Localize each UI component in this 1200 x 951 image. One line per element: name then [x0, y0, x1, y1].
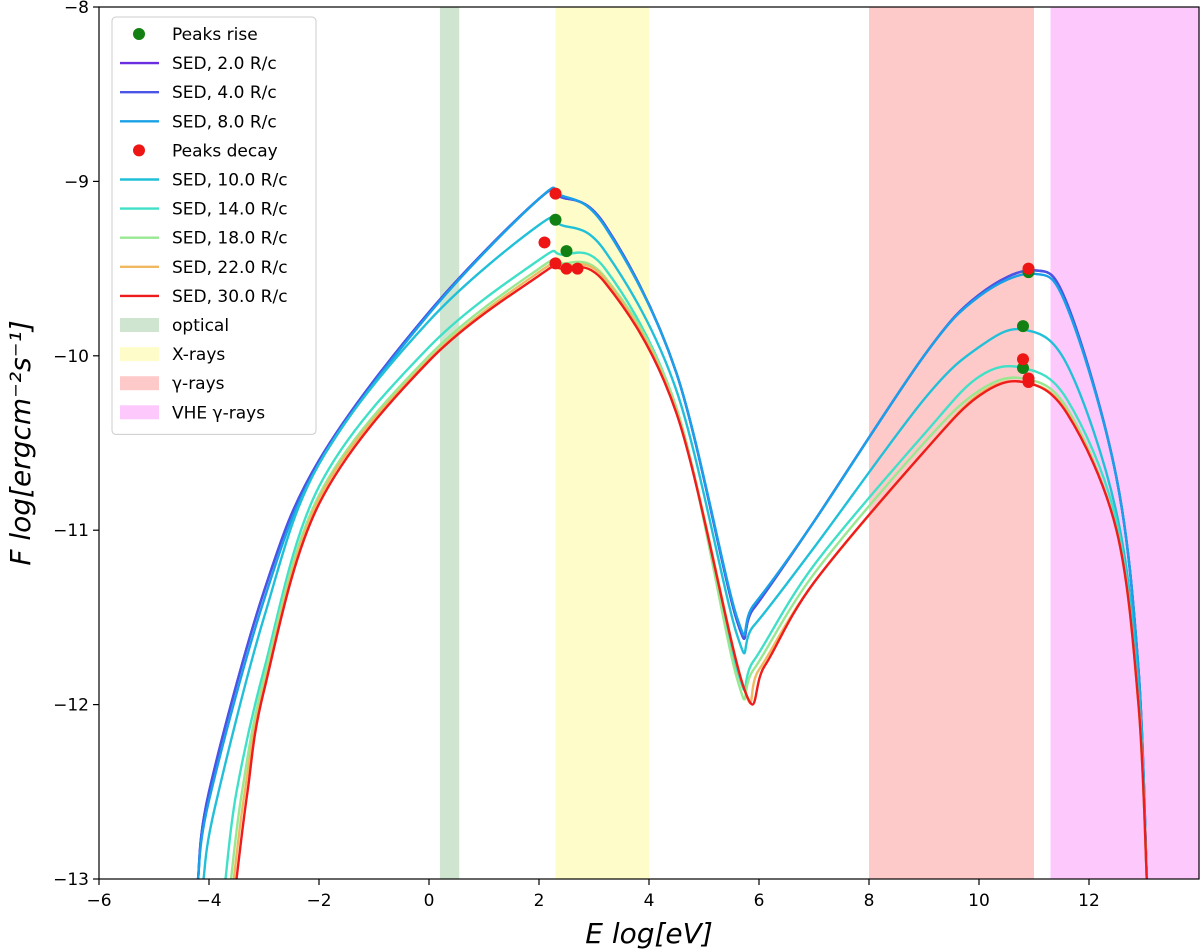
x-tick-label: 0	[424, 891, 435, 911]
y-tick-label: −13	[53, 870, 89, 890]
legend-patch	[120, 347, 159, 362]
y-tick-label: −10	[53, 347, 89, 367]
legend-label: SED, 2.0 R/c	[172, 54, 277, 74]
peak-decay-point-2	[538, 236, 551, 249]
series-line-8	[235, 264, 1148, 879]
x-tick-label: −2	[306, 891, 331, 911]
legend-label: SED, 30.0 R/c	[172, 287, 288, 307]
legend-label: SED, 14.0 R/c	[172, 200, 288, 220]
legend-label: X-rays	[172, 345, 225, 365]
peak-decay-point-6	[1022, 262, 1035, 275]
y-axis-ticks: −13 −12 −11 −10 −9 −8	[53, 0, 99, 890]
x-tick-label: 12	[1078, 891, 1100, 911]
legend-label: SED, 4.0 R/c	[172, 83, 277, 103]
legend: Peaks rise SED, 2.0 R/c SED, 4.0 R/c SED, 8…	[111, 16, 317, 435]
y-tick-label: −11	[53, 521, 89, 541]
legend-label: SED, 8.0 R/c	[172, 112, 277, 132]
y-axis-label: F log[ergcm⁻²s⁻¹]	[4, 320, 37, 565]
series-line-4	[202, 215, 1148, 879]
x-axis-label: E log[eV]	[585, 917, 713, 950]
legend-label: Peaks decay	[172, 141, 278, 161]
peak-markers	[538, 187, 1035, 388]
x-tick-label: −4	[196, 891, 221, 911]
x-tick-label: −6	[86, 891, 111, 911]
legend-label: optical	[172, 316, 229, 336]
legend-label: SED, 22.0 R/c	[172, 258, 288, 278]
x-tick-label: 8	[864, 891, 875, 911]
legend-label: VHE γ-rays	[172, 403, 265, 423]
legend-label: SED, 18.0 R/c	[172, 229, 288, 249]
peak-decay-point-5	[571, 262, 584, 275]
peak-decay-point-1	[549, 187, 562, 200]
peak-rise-point-5	[1017, 362, 1029, 375]
peak-rise-point-4	[1017, 320, 1029, 333]
legend-marker	[133, 144, 145, 157]
legend-label: Peaks rise	[172, 25, 258, 45]
y-tick-label: −8	[64, 0, 89, 18]
legend-label: SED, 10.0 R/c	[172, 171, 288, 191]
band-x-rays	[555, 7, 649, 879]
series-line-5	[224, 249, 1148, 879]
peak-decay-point-4	[560, 262, 573, 275]
peak-decay-point-9	[1022, 375, 1035, 388]
band-gamma-rays	[869, 7, 1034, 879]
x-tick-label: 10	[968, 891, 990, 911]
legend-marker	[133, 28, 145, 40]
x-tick-label: 4	[644, 891, 655, 911]
band-vhe-gamma-rays	[1050, 7, 1199, 879]
legend-patch	[120, 318, 159, 332]
peak-decay-point-7	[1017, 353, 1029, 366]
legend-box	[111, 16, 317, 435]
energy-bands	[440, 7, 1199, 879]
legend-label: γ-rays	[172, 374, 225, 394]
sed-series	[196, 186, 1148, 879]
y-tick-label: −9	[64, 172, 89, 192]
band-optical	[440, 7, 460, 879]
peak-decay-point-3	[549, 257, 562, 270]
x-tick-label: 6	[754, 891, 765, 911]
x-tick-label: 2	[534, 891, 545, 911]
peak-rise-point-2	[560, 245, 573, 258]
x-axis-ticks: −6 −4 −2 0 2 4 6 8 10 12	[86, 879, 1100, 911]
legend-patch	[120, 376, 159, 391]
legend-patch	[120, 405, 159, 420]
y-tick-label: −12	[53, 696, 89, 716]
peak-rise-point-1	[549, 213, 562, 226]
